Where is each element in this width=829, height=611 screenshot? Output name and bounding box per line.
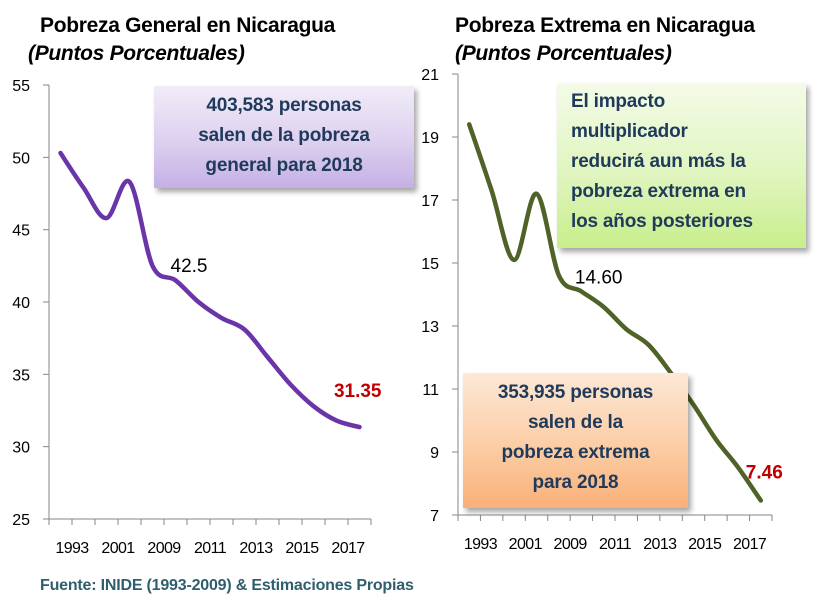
y-tick-label: 25 [12, 512, 30, 529]
callout-extrema: 353,935 personas salen de la pobreza ext… [463, 373, 688, 508]
y-tick-label: 21 [421, 67, 439, 84]
source-footnote: Fuente: INIDE (1993-2009) & Estimaciones… [40, 577, 414, 594]
callout-multiplier: El impacto multiplicador reducirá aun má… [557, 83, 806, 248]
x-tick-label: 2001 [509, 536, 543, 553]
x-tick-label: 2015 [688, 536, 722, 553]
y-tick-label: 45 [12, 223, 30, 240]
x-tick-label: 2009 [147, 540, 181, 557]
callout-general-line: 403,583 personas [206, 95, 362, 116]
x-tick-label: 2001 [101, 540, 135, 557]
callout-general: 403,583 personas salen de la pobreza gen… [154, 86, 414, 188]
x-tick-label: 2013 [239, 540, 273, 557]
chart-pobreza-general: 55 50 45 40 35 30 25 1993 2001 2009 2011 2013 2015 20… [12, 78, 382, 557]
callout-extrema-line: salen de la [528, 412, 623, 433]
x-tick-label: 2017 [331, 540, 365, 557]
x-tick-label: 2013 [643, 536, 677, 553]
y-tick-label: 7 [430, 508, 439, 525]
y-tick-label: 19 [421, 130, 439, 147]
callout-multiplier-line: pobreza extrema en [571, 181, 746, 202]
callout-extrema-line: para 2018 [532, 472, 619, 493]
data-label: 42.5 [171, 256, 208, 277]
callout-multiplier-line: reducirá aun más la [571, 151, 746, 172]
series-line [58, 150, 362, 430]
callout-extrema-line: 353,935 personas [497, 382, 654, 403]
x-tick-label: 1993 [464, 536, 498, 553]
chart-title-extrema: Pobreza Extrema en Nicaragua [455, 14, 755, 37]
y-tick-label: 15 [421, 256, 439, 273]
chart-subtitle-general: (Puntos Porcentuales) [28, 42, 245, 65]
data-label: 7.46 [746, 463, 783, 484]
y-tick-label: 55 [12, 78, 30, 95]
y-tick-label: 11 [422, 382, 439, 399]
x-tick-label: 2009 [554, 536, 588, 553]
x-tick-label: 2015 [285, 540, 319, 557]
x-tick-label: 2017 [733, 536, 767, 553]
chart-title-general: Pobreza General en Nicaragua [40, 14, 336, 37]
callout-multiplier-line: multiplicador [571, 121, 688, 142]
callout-general-line: salen de la pobreza [198, 125, 370, 146]
callout-multiplier-line: los años posteriores [571, 211, 753, 232]
series-line [466, 122, 764, 503]
y-tick-label: 50 [12, 150, 30, 167]
data-label: 14.60 [575, 268, 623, 289]
y-tick-label: 40 [12, 295, 30, 312]
y-tick-label: 35 [12, 367, 30, 384]
callout-multiplier-line: El impacto [571, 91, 666, 112]
y-tick-label: 30 [12, 440, 30, 457]
y-tick-label: 17 [421, 193, 439, 210]
y-tick-label: 9 [430, 445, 439, 462]
x-tick-label: 2011 [599, 536, 632, 553]
y-tick-label: 13 [421, 319, 439, 336]
chart-pobreza-extrema: 21 19 17 15 13 11 9 7 1993 2001 2009 2011 2013 2015 20… [421, 67, 783, 553]
chart-subtitle-extrema: (Puntos Porcentuales) [455, 42, 672, 65]
x-tick-label: 1993 [55, 540, 89, 557]
data-label: 31.35 [334, 381, 382, 402]
callout-general-line: general para 2018 [205, 155, 363, 176]
x-tick-label: 2011 [194, 540, 227, 557]
callout-extrema-line: pobreza extrema [501, 442, 650, 463]
